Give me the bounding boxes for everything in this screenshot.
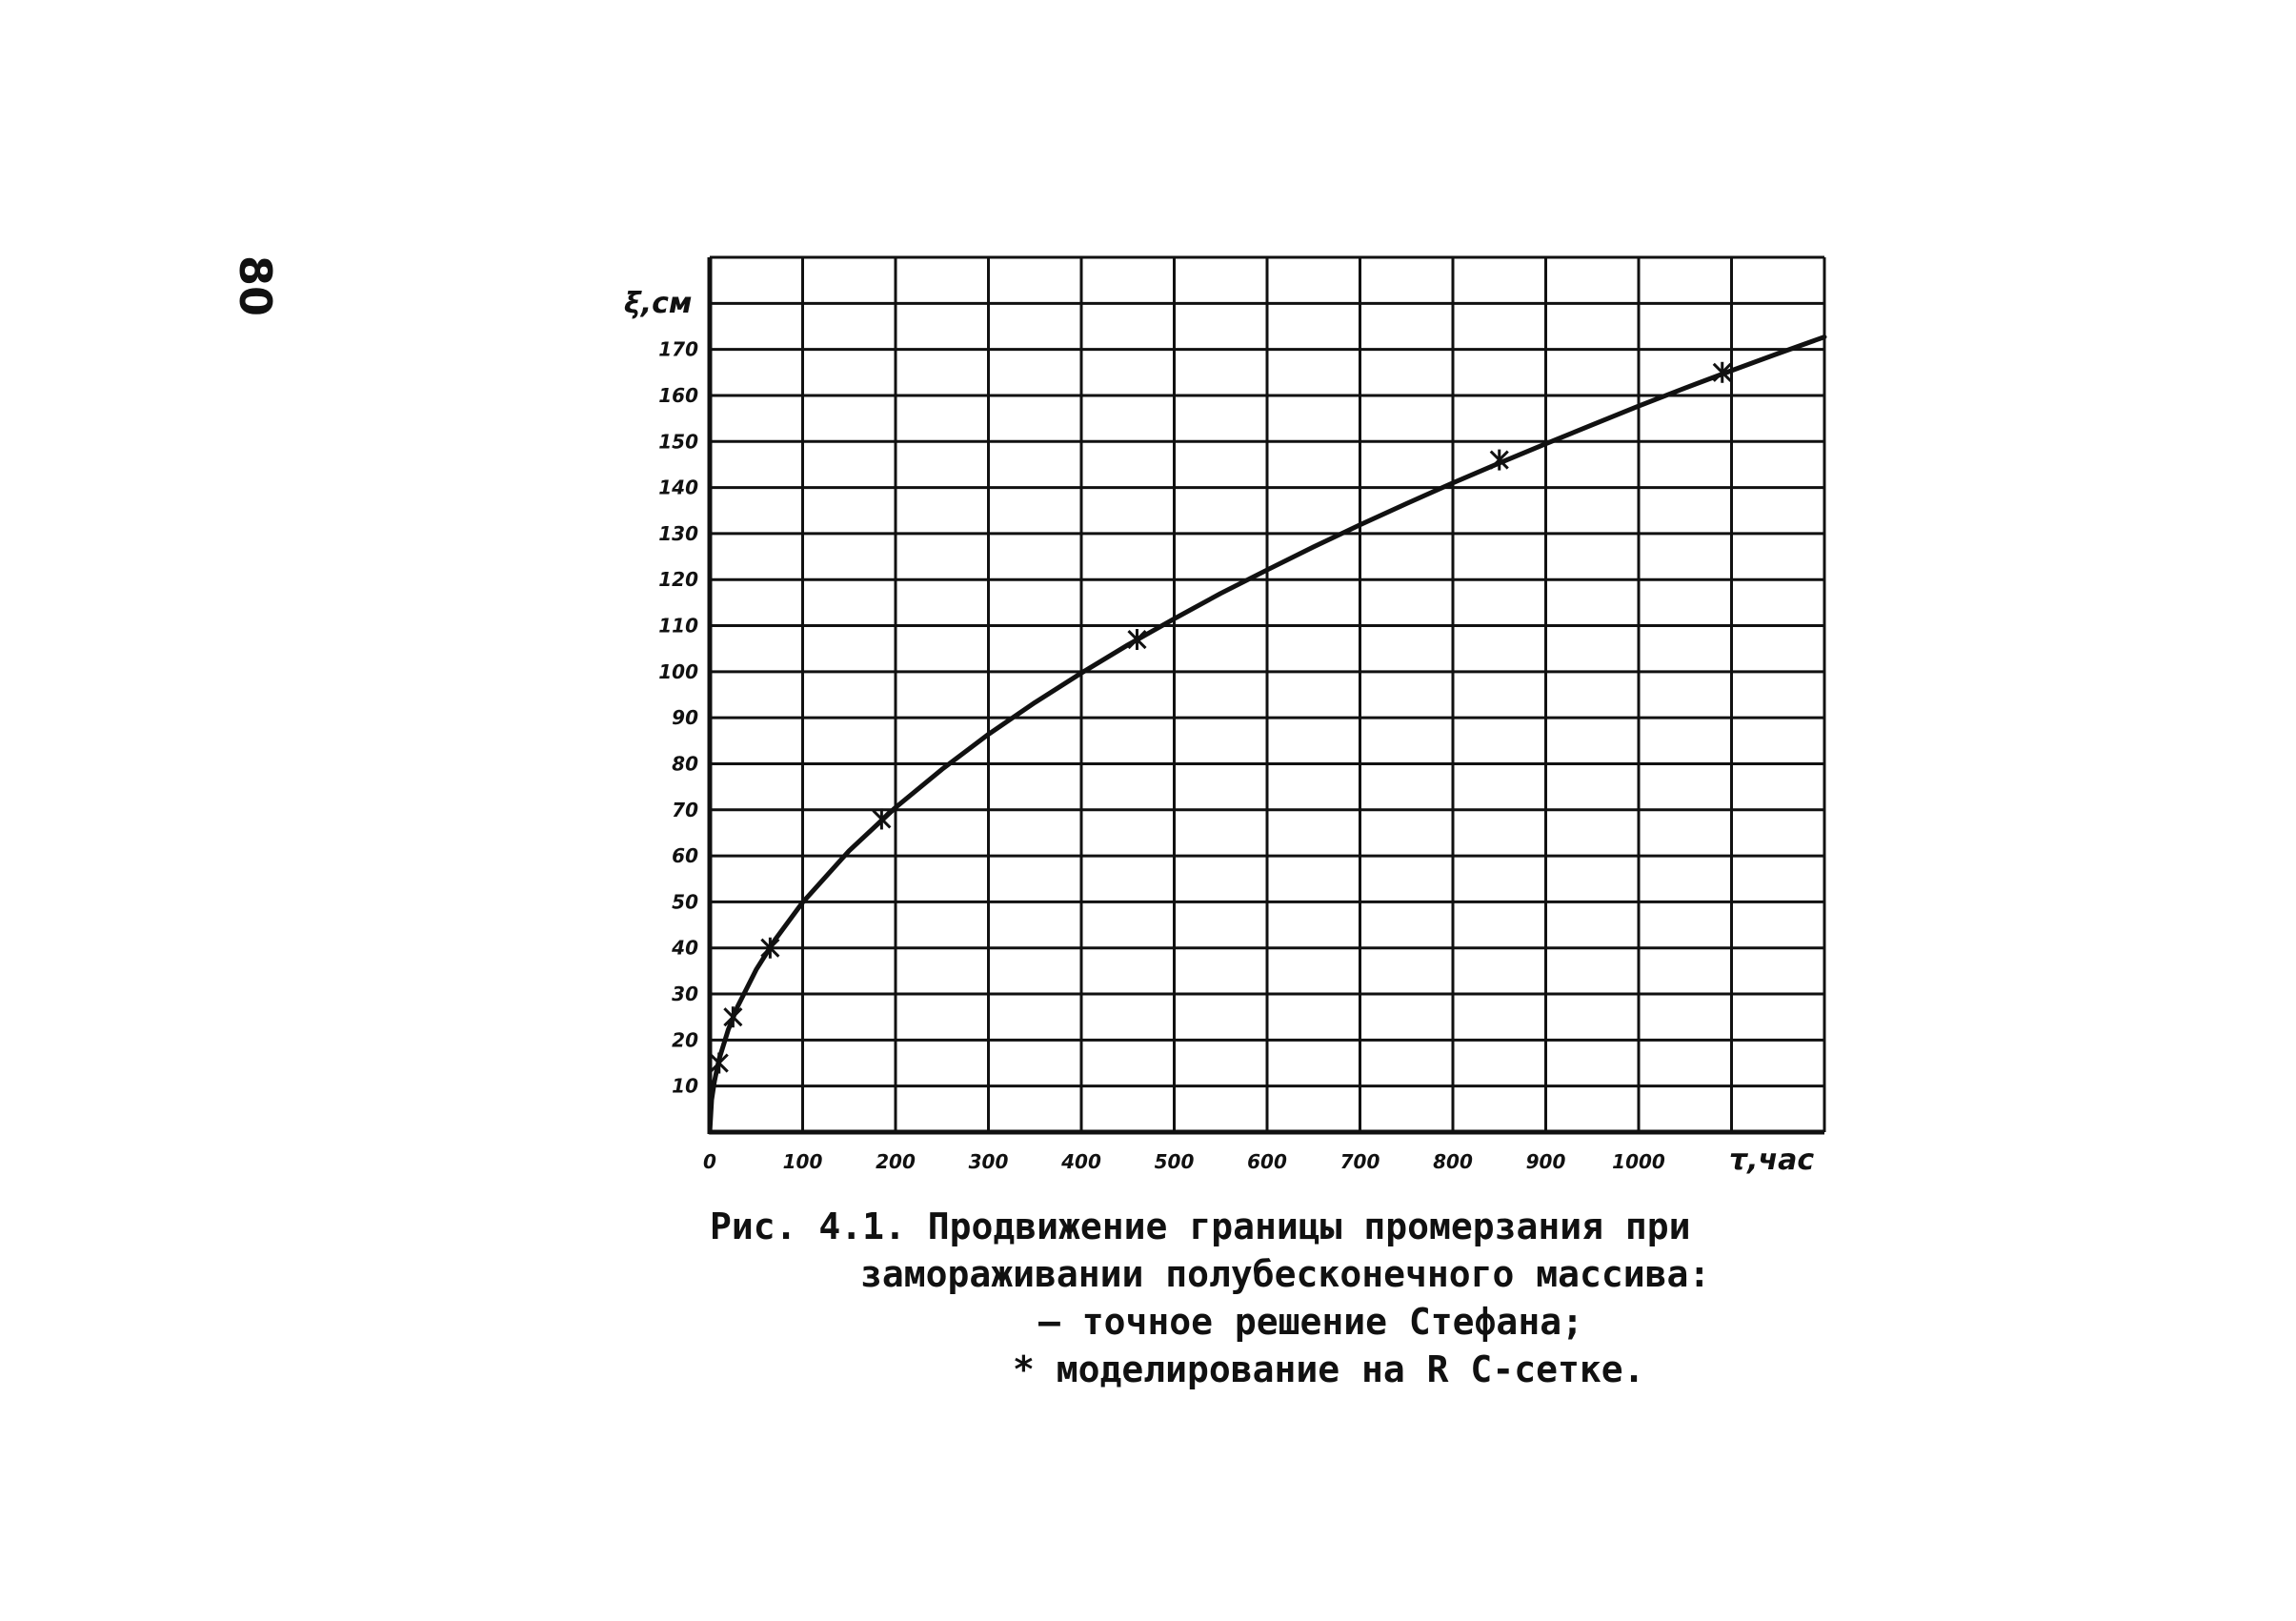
data-point-marker <box>872 808 892 830</box>
x-tick-label: 400 <box>1060 1150 1101 1173</box>
caption-legend-line: — точное решение Стефана; <box>1038 1301 1583 1343</box>
y-tick-label: 120 <box>658 568 698 591</box>
chart-axes <box>707 257 1824 1135</box>
y-tick-label: 30 <box>672 983 698 1005</box>
x-tick-label: 100 <box>783 1150 823 1173</box>
data-point-marker <box>723 1006 743 1028</box>
y-tick-label: 40 <box>671 937 698 960</box>
x-tick-label: 500 <box>1155 1150 1195 1173</box>
chart-series <box>707 334 1827 1135</box>
data-point-marker <box>1127 629 1147 651</box>
x-tick-label: 800 <box>1433 1150 1473 1173</box>
y-tick-label: 90 <box>672 706 698 729</box>
y-axis-label: ξ,см <box>624 287 692 320</box>
y-tick-label: 110 <box>658 615 698 638</box>
y-tick-label: 20 <box>672 1028 698 1051</box>
y-tick-label: 130 <box>658 522 698 545</box>
y-tick-label: 50 <box>672 890 698 913</box>
x-tick-label: 1000 <box>1612 1150 1665 1173</box>
figure-caption: Рис. 4.1. Продвижение границы промерзани… <box>710 1203 1853 1393</box>
caption-legend-markers: * моделирование на R C-сетке. <box>1013 1348 1645 1390</box>
y-tick-label: 10 <box>672 1075 698 1098</box>
y-tick-label: 100 <box>658 660 698 683</box>
y-tick-label: 140 <box>658 476 698 499</box>
x-tick-label: 0 <box>703 1150 716 1173</box>
y-tick-label: 80 <box>672 752 698 775</box>
chart-grid <box>708 255 1826 1134</box>
y-tick-label: 150 <box>658 430 698 453</box>
x-axis-label: τ,час <box>1729 1144 1814 1177</box>
x-tick-label: 900 <box>1526 1150 1566 1173</box>
series-line-stefan <box>707 334 1827 1135</box>
x-tick-label: 600 <box>1247 1150 1287 1173</box>
x-tick-label: 200 <box>876 1150 916 1173</box>
y-tick-label: 70 <box>672 799 698 821</box>
data-point-marker <box>1489 449 1509 471</box>
data-point-marker <box>709 1052 729 1074</box>
data-point-marker <box>760 937 780 959</box>
chart-markers <box>709 361 1732 1074</box>
y-tick-label: 160 <box>658 384 698 407</box>
caption-line-title: Рис. 4.1. Продвижение границы промерзани… <box>710 1206 1691 1247</box>
chart-tick-labels: 0 100 200 300 400 500 600 700 800 900 1000 10 20 30 40… <box>658 338 1665 1173</box>
caption-line-subtitle: замораживании полубесконечного массива: <box>860 1253 1711 1295</box>
y-tick-label: 60 <box>672 844 698 867</box>
data-point-marker <box>1712 361 1732 383</box>
y-tick-label: 170 <box>658 338 698 361</box>
x-tick-label: 700 <box>1340 1150 1380 1173</box>
x-tick-label: 300 <box>969 1150 1009 1173</box>
